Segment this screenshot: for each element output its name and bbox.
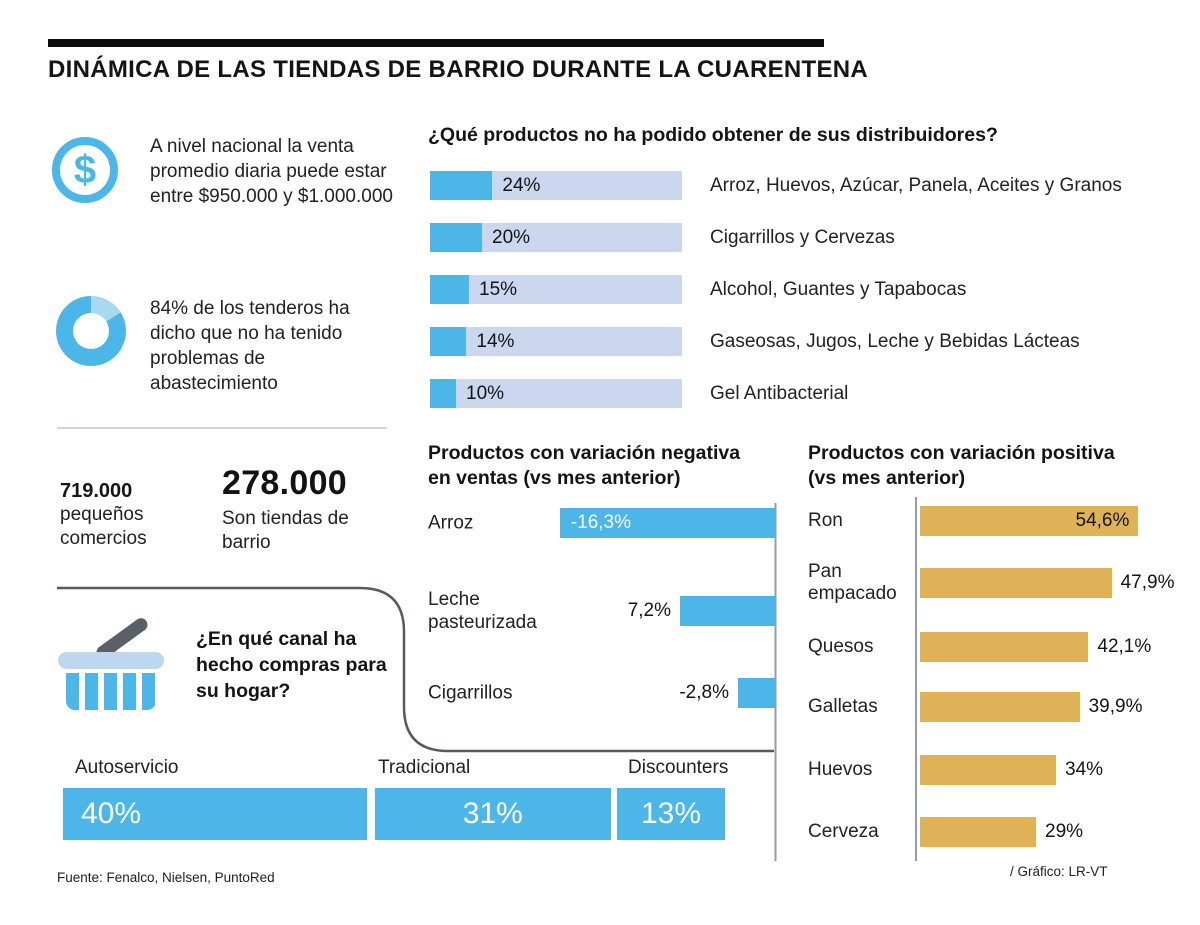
channel-question-title: ¿En qué canal ha hecho compras para su h… (196, 628, 387, 702)
bar-value-label: 31% (462, 797, 523, 830)
supply-bar-row: 15% Alcohol, Guantes y Tapabocas (430, 275, 966, 304)
donut-chart-icon (56, 296, 126, 366)
channel-label-tradicional: Tradicional (378, 757, 471, 778)
bar-value-label: 34% (1065, 759, 1104, 780)
source-credit: Fuente: Fenalco, Nielsen, PuntoRed (57, 870, 275, 885)
bar-category-label: Gel Antibacterial (710, 382, 849, 404)
supply-bar-row: 20% Cigarrillos y Cervezas (430, 223, 895, 252)
bar-category-label: Arroz, Huevos, Azúcar, Panela, Aceites y… (710, 174, 1122, 196)
basket-rim (58, 652, 164, 669)
bar-category-label: Cerveza (808, 821, 879, 842)
bar-fill (680, 596, 775, 626)
bar-fill (430, 275, 469, 304)
title-rule (48, 39, 824, 47)
channel-bar-discounters: 13% (617, 788, 725, 840)
bar-category-label: Alcohol, Guantes y Tapabocas (710, 278, 967, 300)
bar-track: 14% (430, 327, 682, 356)
bar-value-label: 54,6% (1075, 510, 1130, 531)
bar-value-label: 13% (640, 797, 702, 830)
positive-bar-row: Ron 54,6% (808, 506, 1139, 536)
bar-category-label: Cigarrillos y Cervezas (710, 226, 895, 248)
bar-category-label: Gaseosas, Jugos, Leche y Bebidas Lácteas (710, 330, 1080, 352)
bar-category-label: Pan empacado (808, 561, 897, 604)
supply-bar-row: 14% Gaseosas, Jugos, Leche y Bebidas Lác… (430, 327, 1080, 356)
bar-track: 15% (430, 275, 682, 304)
bar-fill (920, 692, 1080, 722)
positive-bar-row: Huevos 34% (808, 755, 1103, 785)
bar-value-label: 7,2% (627, 600, 671, 621)
bar-value-label: 14% (476, 330, 515, 352)
small-commerce-stat: 719.000 pequeños comercios (60, 480, 178, 551)
bar-category-label: Ron (808, 510, 843, 531)
positive-bar-row: Galletas 39,9% (808, 692, 1142, 722)
bar-category-label: Galletas (808, 696, 878, 717)
positive-bar-row: Quesos 42,1% (808, 632, 1151, 662)
channel-label-discounters: Discounters (628, 757, 729, 778)
positive-bar-row: Pan empacado 47,9% (808, 561, 1175, 604)
bar-fill (430, 327, 467, 356)
bar-value-label: 24% (502, 174, 541, 196)
bar-fill (920, 817, 1036, 847)
donut-hole (73, 313, 109, 349)
bar-fill (920, 632, 1089, 662)
bar-fill (920, 568, 1112, 598)
barrio-stores-value: 278.000 (222, 464, 348, 502)
supply-problems-text: 84% de los tenderos ha dicho que no ha t… (150, 298, 350, 394)
bar-fill (430, 223, 482, 252)
bar-fill: -16,3% (559, 508, 775, 538)
supply-bar-row: 24% Arroz, Huevos, Azúcar, Panela, Aceit… (430, 171, 1122, 200)
bar-track: 10% (430, 379, 682, 408)
small-commerce-label: pequeños comercios (60, 504, 147, 549)
bar-value-label: -16,3% (570, 512, 632, 533)
bar-value-label: 15% (479, 278, 518, 300)
bar-category-label: Arroz (428, 512, 474, 534)
supply-chart-title: ¿Qué productos no ha podido obtener de s… (428, 124, 998, 146)
bar-value-label: 20% (492, 226, 531, 248)
channel-bar-autoservicio: 40% (63, 788, 367, 840)
negative-bar-row: Arroz -16,3% (428, 508, 775, 538)
shopping-basket-icon (58, 615, 166, 712)
basket-body (66, 673, 156, 710)
small-commerce-value: 719.000 (60, 480, 133, 502)
bar-value-label: 40% (81, 797, 142, 830)
dollar-symbol: $ (73, 148, 97, 192)
bar-category-label: Huevos (808, 759, 873, 780)
bar-value-label: 47,9% (1120, 572, 1175, 593)
bar-fill (920, 755, 1056, 785)
bar-category-label: Quesos (808, 636, 874, 657)
bar-fill (738, 678, 775, 708)
graphic-credit: / Gráfico: LR-VT (1010, 864, 1108, 879)
bar-value-label: 29% (1045, 821, 1084, 842)
bar-value-label: 10% (466, 382, 505, 404)
dollar-icon: $ (52, 137, 118, 203)
page-title: DINÁMICA DE LAS TIENDAS DE BARRIO DURANT… (48, 56, 869, 83)
bar-fill (430, 379, 456, 408)
barrio-stores-label: Son tiendas de barrio (222, 508, 349, 553)
positive-chart-title: Productos con variación positiva (vs mes… (808, 442, 1115, 489)
bar-value-label: 42,1% (1097, 636, 1152, 657)
channel-label-autoservicio: Autoservicio (75, 757, 179, 778)
negative-bar-row: Leche pasteurizada 7,2% (428, 589, 775, 633)
negative-chart-title: Productos con variación negativa en vent… (428, 442, 741, 489)
barrio-stores-stat: 278.000 Son tiendas de barrio (222, 464, 357, 555)
bar-track: 20% (430, 223, 682, 252)
horizontal-divider (57, 427, 387, 429)
positive-bar-row: Cerveza 29% (808, 817, 1083, 847)
channel-bar-tradicional: 31% (375, 788, 611, 840)
bar-fill: 54,6% (920, 506, 1139, 536)
negative-bar-row: Cigarrillos -2,8% (428, 678, 775, 708)
bar-value-label: -2,8% (679, 682, 729, 703)
bar-category-label: Leche pasteurizada (428, 589, 537, 633)
bar-category-label: Cigarrillos (428, 682, 513, 704)
bar-value-label: 39,9% (1088, 696, 1143, 717)
supply-bar-row: 10% Gel Antibacterial (430, 379, 848, 408)
average-sales-text: A nivel nacional la venta promedio diari… (150, 136, 393, 207)
bar-track: 24% (430, 171, 682, 200)
bar-fill (430, 171, 493, 200)
